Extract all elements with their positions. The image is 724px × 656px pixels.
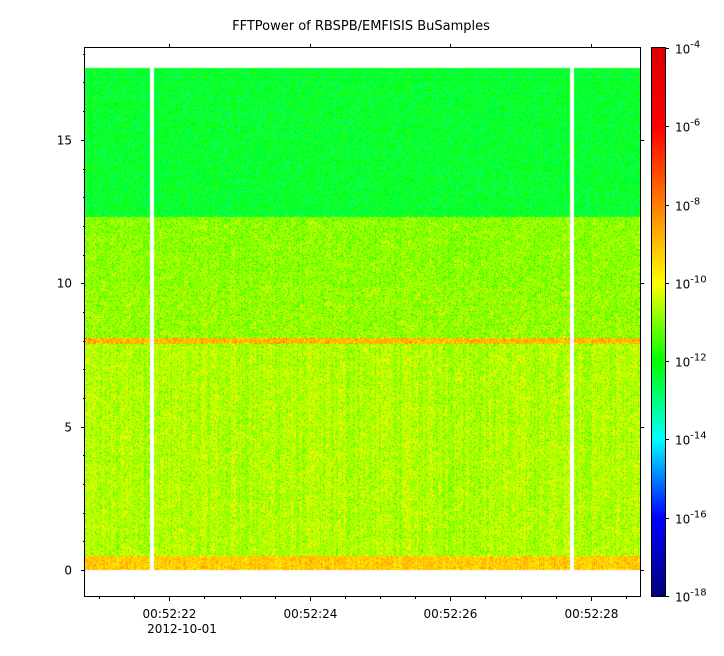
y-tick-label: 15 <box>57 134 72 148</box>
x-axis: 2012-10-01 00:52:22 00:52:24 00:52:26 00:52… <box>99 44 627 636</box>
y-axis: 0 5 10 15 <box>57 54 644 578</box>
colorbar-tick-label: 10-10 <box>675 275 707 292</box>
plot-frame <box>84 47 641 597</box>
spectrogram-image <box>85 48 640 596</box>
y-tick-label: 10 <box>57 277 72 291</box>
x-tick-label: 00:52:28 <box>565 607 619 621</box>
x-date-label: 2012-10-01 <box>147 622 217 636</box>
colorbar-tick-label: 10-14 <box>675 431 707 448</box>
colorbar: 10-4 10-6 10-8 10-10 10-12 10-14 10-16 10-18 <box>651 40 707 605</box>
spectrogram-image-holder <box>85 48 640 596</box>
colorbar-gradient-holder <box>652 48 665 596</box>
y-tick-label: 0 <box>64 564 72 578</box>
x-tick-label: 00:52:26 <box>424 607 478 621</box>
colorbar-gradient <box>652 48 665 596</box>
colorbar-tick-label: 10-16 <box>675 510 707 527</box>
colorbar-tick-label: 10-8 <box>675 197 700 214</box>
y-tick-label: 5 <box>64 421 72 435</box>
colorbar-tick-label: 10-4 <box>675 40 700 57</box>
chart-title: FFTPower of RBSPB/EMFISIS BuSamples <box>232 19 490 34</box>
colorbar-frame <box>651 47 666 597</box>
colorbar-ticks: 10-4 10-6 10-8 10-10 10-12 10-14 10-16 10-18 <box>665 40 707 605</box>
x-tick-label: 00:52:24 <box>284 607 338 621</box>
colorbar-tick-label: 10-12 <box>675 353 707 370</box>
plot-area <box>84 47 641 597</box>
x-tick-label: 00:52:22 <box>143 607 197 621</box>
colorbar-tick-label: 10-18 <box>675 588 707 605</box>
colorbar-tick-label: 10-6 <box>675 118 700 135</box>
